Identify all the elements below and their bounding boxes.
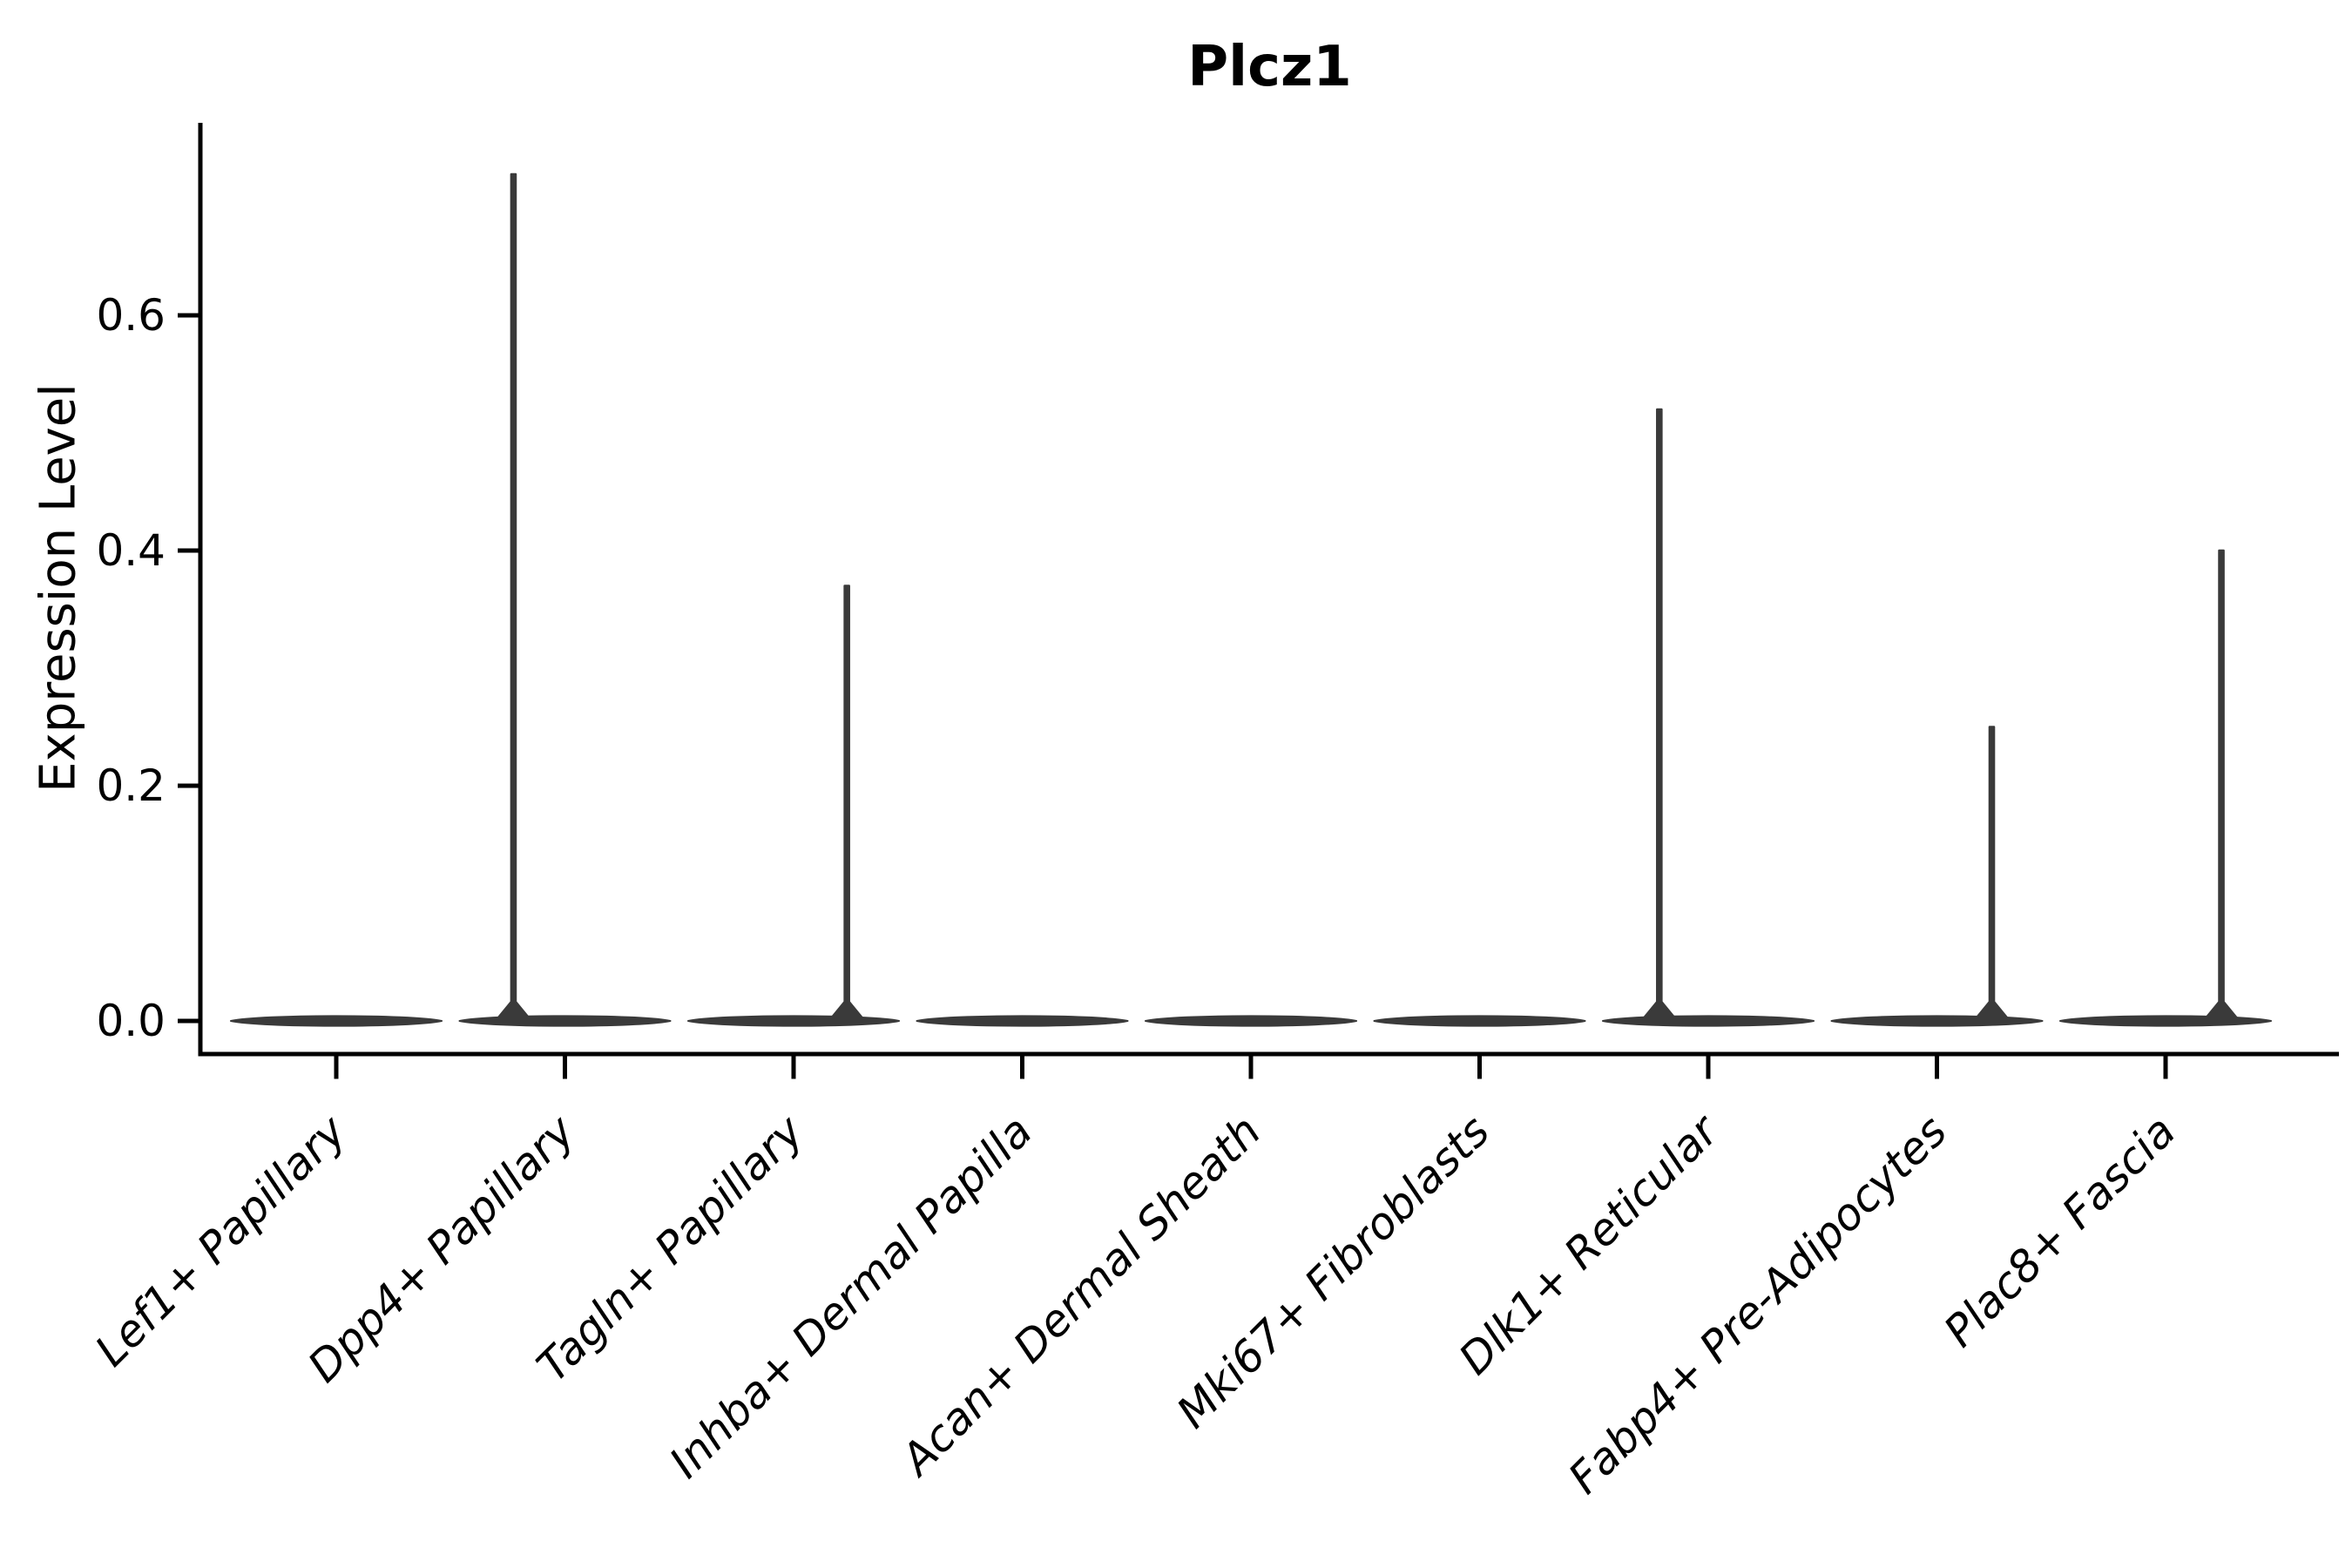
violin-body — [458, 1015, 672, 1027]
x-tick — [1477, 1056, 1482, 1079]
y-tick-label: 0.4 — [96, 525, 166, 576]
x-tick — [1248, 1056, 1254, 1079]
x-tick — [334, 1056, 339, 1079]
x-tick — [1706, 1056, 1711, 1079]
x-tick — [563, 1056, 567, 1079]
x-axis-line — [198, 1051, 2339, 1057]
violin-body — [1373, 1015, 1586, 1027]
violin-spike — [1974, 726, 2010, 1021]
x-tick-label: Acan+ Dermal Sheath — [890, 1105, 1271, 1486]
x-tick-label: Lef1+ Papillary — [85, 1105, 356, 1375]
y-axis-line — [198, 123, 203, 1057]
y-tick — [178, 783, 200, 788]
x-tick — [791, 1056, 796, 1079]
violin-body — [1602, 1015, 1815, 1027]
x-tick — [1935, 1056, 1939, 1079]
violin-body — [916, 1015, 1129, 1027]
x-tick-label: Fabp4+ Pre-Adipocytes — [1558, 1105, 1957, 1504]
chart-title: Plcz1 — [1187, 35, 1352, 99]
y-tick — [178, 1018, 200, 1024]
violin-spike — [828, 585, 865, 1021]
x-tick — [1020, 1056, 1024, 1079]
y-tick-label: 0.6 — [96, 290, 166, 341]
violin-body — [1830, 1015, 2044, 1027]
y-tick — [178, 548, 200, 553]
x-tick — [2163, 1056, 2168, 1079]
violin-body — [687, 1015, 900, 1027]
x-tick-label: Plac8+ Fascia — [1935, 1105, 2186, 1356]
violin-spike — [496, 172, 531, 1021]
y-tick-label: 0.2 — [96, 760, 166, 811]
violin-body — [1145, 1015, 1357, 1027]
violin-body — [2059, 1015, 2272, 1027]
violin-spike — [2203, 549, 2240, 1021]
y-tick-label: 0.0 — [96, 996, 166, 1046]
x-tick-label: Inhba+ Dermal Papilla — [660, 1105, 1042, 1487]
y-tick — [178, 313, 200, 318]
violin-spike — [1641, 408, 1678, 1021]
violin-body — [230, 1015, 443, 1027]
